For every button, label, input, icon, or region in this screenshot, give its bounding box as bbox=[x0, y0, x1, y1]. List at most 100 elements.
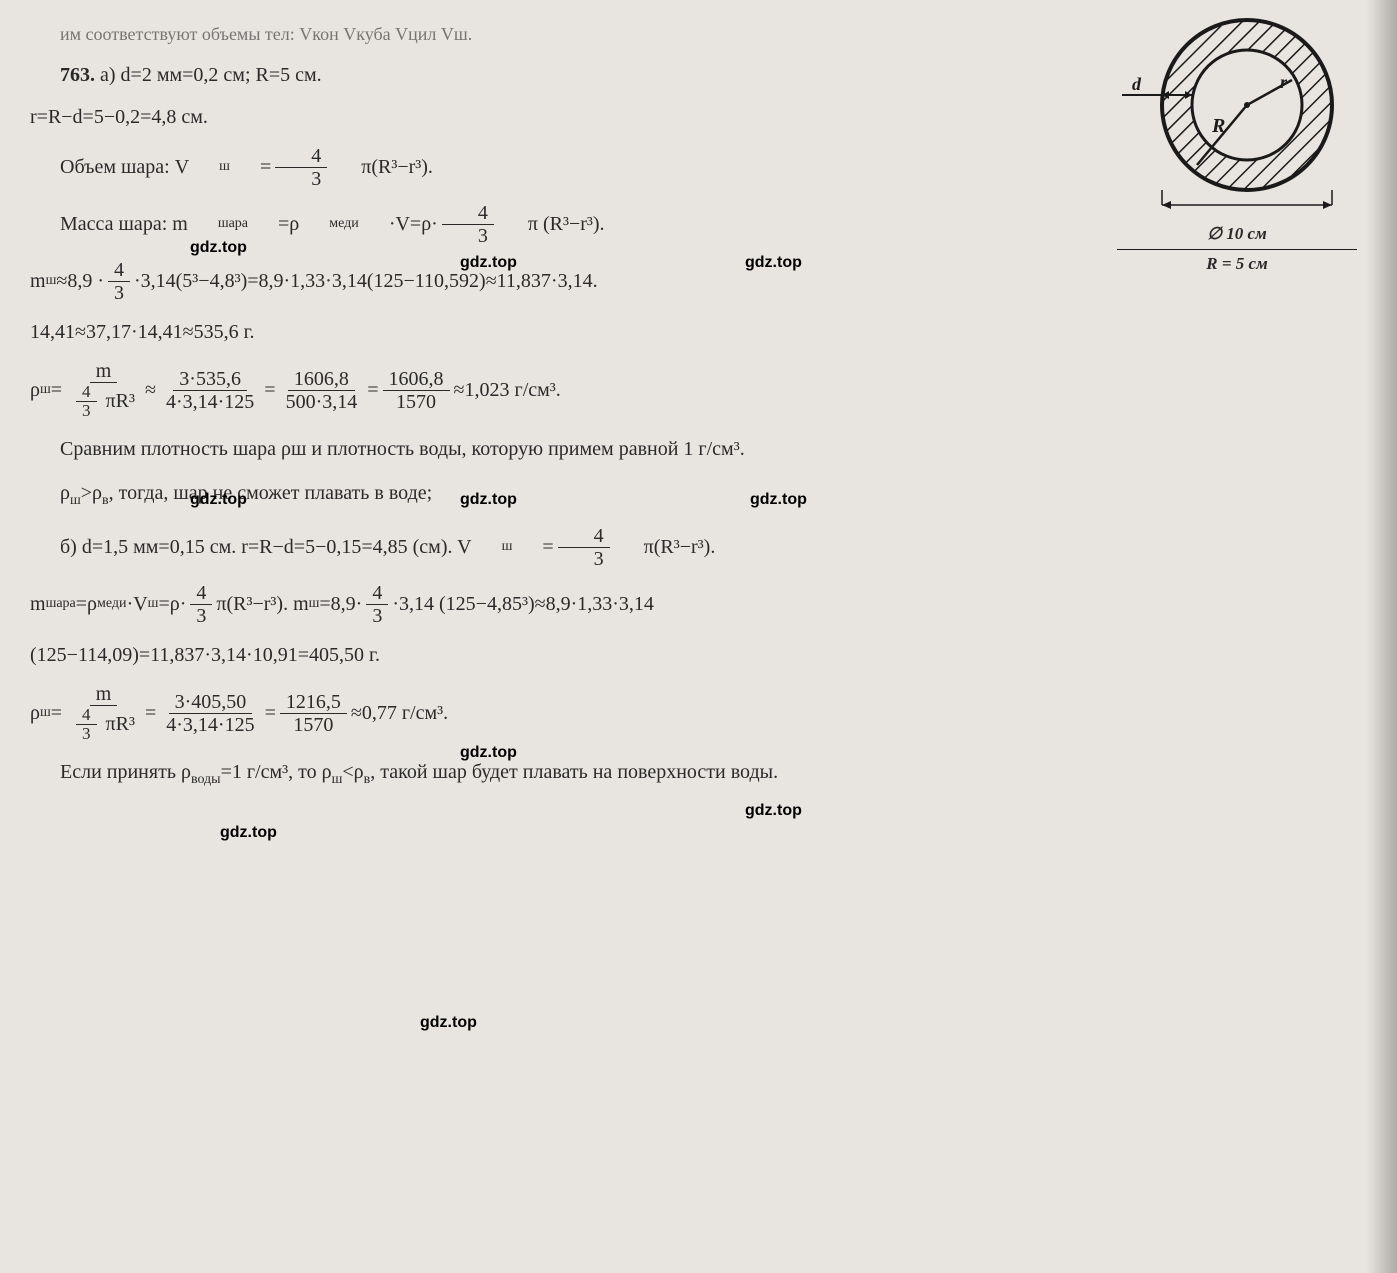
line7-f4: 1606,8 1570 bbox=[383, 368, 450, 413]
line4-mid2: ·V=ρ· bbox=[359, 208, 438, 240]
para-2: ρш>ρв, тогда, шар не сможет плавать в во… bbox=[30, 477, 1030, 512]
line3-den: 3 bbox=[275, 168, 327, 190]
watermark-text: gdz.top bbox=[220, 820, 277, 846]
para3-b: =1 г/см³, то ρ bbox=[221, 761, 332, 783]
line11-f1: m 4 3 πR³ bbox=[66, 683, 141, 744]
line11-prefix: ρ bbox=[30, 697, 40, 729]
line11-f1-num: m bbox=[90, 683, 118, 706]
line7-f2: 3·535,6 4·3,14·125 bbox=[160, 368, 260, 413]
line11-eq: = bbox=[51, 697, 62, 729]
para2-suffix: , тогда, шар не сможет плавать в воде; bbox=[109, 482, 433, 504]
line9-mid5: =8,9· bbox=[319, 588, 362, 620]
para2-mid: >ρ bbox=[81, 482, 102, 504]
line4-den: 3 bbox=[442, 225, 494, 247]
watermark-text: gdz.top bbox=[460, 487, 517, 513]
line7-f4-num: 1606,8 bbox=[383, 368, 450, 391]
line7-f3-den: 500·3,14 bbox=[280, 391, 364, 413]
line9-mid4: π(R³−r³). m bbox=[216, 588, 308, 620]
line11-f2: 3·405,50 4·3,14·125 bbox=[160, 691, 260, 736]
para2-sub1: ш bbox=[70, 493, 81, 508]
para3-a: Если принять ρ bbox=[60, 761, 191, 783]
para3-sub1: воды bbox=[191, 772, 221, 787]
line7-f4-den: 1570 bbox=[390, 391, 442, 413]
line8-den: 3 bbox=[558, 548, 610, 570]
line5-den: 3 bbox=[108, 282, 130, 304]
line3-eq: = bbox=[230, 151, 271, 183]
diagram-caption-2: R = 5 см bbox=[1117, 249, 1357, 277]
line11-f2-num: 3·405,50 bbox=[169, 691, 253, 714]
line4-sub2: меди bbox=[299, 213, 359, 235]
line9-fraction2: 4 3 bbox=[366, 582, 388, 627]
line8-suffix: π(R³−r³). bbox=[614, 531, 716, 563]
line5-mid1: ≈8,9 · bbox=[56, 265, 104, 297]
diagram-label-d: d bbox=[1132, 74, 1142, 94]
problem-number: 763. bbox=[60, 64, 95, 86]
line5-prefix: m bbox=[30, 265, 46, 297]
watermark-text: gdz.top bbox=[190, 235, 247, 261]
line3-suffix: π(R³−r³). bbox=[331, 151, 433, 183]
line7-f2-den: 4·3,14·125 bbox=[160, 391, 260, 413]
line8-sub: ш bbox=[472, 536, 513, 558]
line7-f1-num: m bbox=[90, 360, 118, 383]
line9-sub1: шара bbox=[46, 593, 76, 615]
line3-num: 4 bbox=[275, 145, 327, 168]
line9-mid3: =ρ· bbox=[158, 588, 186, 620]
line4-fraction: 4 3 bbox=[442, 202, 494, 247]
line11-f2-den: 4·3,14·125 bbox=[160, 714, 260, 736]
para3-d: , такой шар будет плавать на поверхности… bbox=[370, 761, 778, 783]
para2-sub2: в bbox=[102, 493, 109, 508]
line7-f1-den: 4 3 πR³ bbox=[66, 383, 141, 421]
line-9: m шара =ρ меди ·V ш =ρ· 4 3 π(R³−r³). m … bbox=[30, 582, 1367, 627]
line9-suffix: ·3,14 (125−4,85³)≈8,9·1,33·3,14 bbox=[392, 588, 654, 620]
line-1-text: а) d=2 мм=0,2 см; R=5 см. bbox=[100, 64, 322, 86]
line9-sub3: ш bbox=[148, 593, 159, 615]
diagram-svg: d r R bbox=[1117, 10, 1357, 240]
line-11: ρ ш = m 4 3 πR³ = 3·405,50 4·3,14·125 = … bbox=[30, 683, 1367, 744]
line9-num2: 4 bbox=[366, 582, 388, 605]
line9-sub4: ш bbox=[309, 593, 320, 615]
line8-num: 4 bbox=[558, 525, 610, 548]
line8-eq: = bbox=[512, 531, 553, 563]
watermark-text: gdz.top bbox=[460, 250, 517, 276]
watermark-text: gdz.top bbox=[750, 487, 807, 513]
line9-num: 4 bbox=[190, 582, 212, 605]
line11-f3-num: 1216,5 bbox=[280, 691, 347, 714]
line4-mid1: =ρ bbox=[248, 208, 299, 240]
line4-sub1: шара bbox=[188, 213, 248, 235]
line4-prefix: Масса шара: m bbox=[30, 208, 188, 240]
watermark-text: gdz.top bbox=[460, 740, 517, 766]
line5-mid2: ·3,14(5³−4,8³)=8,9·1,33·3,14(125−110,592… bbox=[134, 265, 598, 297]
line7-prefix: ρ bbox=[30, 374, 40, 406]
line9-fraction: 4 3 bbox=[190, 582, 212, 627]
line7-f1: m 4 3 πR³ bbox=[66, 360, 141, 421]
line-10: (125−114,09)=11,837·3,14·10,91=405,50 г. bbox=[30, 639, 1367, 671]
line7-f3-num: 1606,8 bbox=[288, 368, 355, 391]
line9-mid1: =ρ bbox=[76, 588, 97, 620]
para-3: Если принять ρводы=1 г/см³, то ρш<ρв, та… bbox=[30, 756, 1130, 791]
line-8: б) d=1,5 мм=0,15 см. r=R−d=5−0,15=4,85 (… bbox=[30, 525, 1367, 570]
line9-den2: 3 bbox=[366, 605, 388, 627]
diagram-label-r: r bbox=[1280, 72, 1288, 92]
line7-f2-num: 3·535,6 bbox=[173, 368, 247, 391]
para2-prefix: ρ bbox=[60, 482, 70, 504]
line11-sub: ш bbox=[40, 702, 51, 724]
line11-f1-den: 4 3 πR³ bbox=[66, 706, 141, 744]
line7-approx: ≈ bbox=[145, 374, 156, 406]
line9-sub2: меди bbox=[97, 593, 127, 615]
line11-eq3: = bbox=[265, 697, 276, 729]
line-7: ρ ш = m 4 3 πR³ ≈ 3·535,6 4·3,14·125 = 1… bbox=[30, 360, 1367, 421]
line7-eq: = bbox=[51, 374, 62, 406]
line7-sub: ш bbox=[40, 379, 51, 401]
line9-den: 3 bbox=[190, 605, 212, 627]
line4-suffix: π (R³−r³). bbox=[498, 208, 605, 240]
line-6: 14,41≈37,17·14,41≈535,6 г. bbox=[30, 316, 1367, 348]
line3-prefix: Объем шара: V bbox=[30, 151, 189, 183]
line5-sub: ш bbox=[46, 270, 57, 292]
line8-fraction: 4 3 bbox=[558, 525, 610, 570]
sphere-diagram: d r R ∅ 10 см R = 5 см bbox=[1117, 10, 1357, 277]
page-fold-shadow bbox=[1367, 0, 1397, 1273]
diagram-label-R: R bbox=[1211, 115, 1225, 137]
line11-eq2: = bbox=[145, 697, 156, 729]
line7-f3: 1606,8 500·3,14 bbox=[280, 368, 364, 413]
line5-fraction: 4 3 bbox=[108, 259, 130, 304]
